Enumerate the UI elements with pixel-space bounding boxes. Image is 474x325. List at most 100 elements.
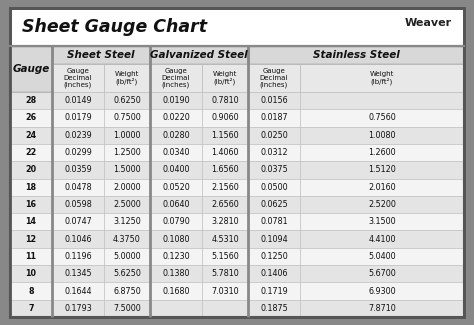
Text: 4.3750: 4.3750 [113,235,141,244]
Text: 11: 11 [26,252,36,261]
Text: 0.0340: 0.0340 [162,148,190,157]
FancyBboxPatch shape [104,282,150,300]
FancyBboxPatch shape [248,230,300,248]
FancyBboxPatch shape [300,230,464,248]
Text: 0.0520: 0.0520 [162,183,190,192]
FancyBboxPatch shape [10,196,52,213]
Text: 5.0000: 5.0000 [113,252,141,261]
FancyBboxPatch shape [300,92,464,109]
Text: 3.1500: 3.1500 [368,217,396,226]
FancyBboxPatch shape [300,64,464,92]
FancyBboxPatch shape [104,213,150,230]
Text: 0.0375: 0.0375 [260,165,288,175]
FancyBboxPatch shape [104,230,150,248]
Text: 12: 12 [26,235,36,244]
FancyBboxPatch shape [10,265,52,282]
Text: 0.0747: 0.0747 [64,217,92,226]
Text: 0.0187: 0.0187 [260,113,288,123]
FancyBboxPatch shape [52,248,104,265]
FancyBboxPatch shape [202,248,248,265]
Text: 6.9300: 6.9300 [368,287,396,295]
FancyBboxPatch shape [10,230,52,248]
Text: 6.8750: 6.8750 [113,287,141,295]
Text: 0.9060: 0.9060 [211,113,239,123]
Text: 3.1250: 3.1250 [113,217,141,226]
Text: 20: 20 [26,165,36,175]
Text: 1.5000: 1.5000 [113,165,141,175]
Text: 0.1793: 0.1793 [64,304,92,313]
FancyBboxPatch shape [150,213,202,230]
FancyBboxPatch shape [52,109,104,127]
Text: 0.0790: 0.0790 [162,217,190,226]
FancyBboxPatch shape [300,178,464,196]
FancyBboxPatch shape [248,64,300,92]
Text: 0.1046: 0.1046 [64,235,92,244]
FancyBboxPatch shape [300,213,464,230]
Text: 2.6560: 2.6560 [211,200,239,209]
Text: 0.6250: 0.6250 [113,96,141,105]
Text: 0.0250: 0.0250 [260,131,288,140]
FancyBboxPatch shape [10,300,52,317]
FancyBboxPatch shape [104,248,150,265]
FancyBboxPatch shape [248,300,300,317]
Text: 8: 8 [28,287,34,295]
FancyBboxPatch shape [104,92,150,109]
Text: 0.1680: 0.1680 [162,287,190,295]
FancyBboxPatch shape [52,213,104,230]
Text: 0.0156: 0.0156 [260,96,288,105]
FancyBboxPatch shape [104,161,150,178]
FancyBboxPatch shape [150,178,202,196]
Text: 0.1094: 0.1094 [260,235,288,244]
FancyBboxPatch shape [202,178,248,196]
FancyBboxPatch shape [248,161,300,178]
FancyBboxPatch shape [104,178,150,196]
FancyBboxPatch shape [10,248,52,265]
Text: 7.8710: 7.8710 [368,304,396,313]
FancyBboxPatch shape [248,213,300,230]
Text: 2.5200: 2.5200 [368,200,396,209]
Text: 5.1560: 5.1560 [211,252,239,261]
Text: 0.1380: 0.1380 [162,269,190,278]
FancyBboxPatch shape [10,109,52,127]
Text: Gauge
Decimal
(inches): Gauge Decimal (inches) [64,68,92,88]
FancyBboxPatch shape [248,248,300,265]
FancyBboxPatch shape [202,230,248,248]
Text: 0.0280: 0.0280 [162,131,190,140]
Text: 2.0160: 2.0160 [368,183,396,192]
FancyBboxPatch shape [150,300,202,317]
FancyBboxPatch shape [202,300,248,317]
Text: 1.1560: 1.1560 [211,131,239,140]
Text: 0.1719: 0.1719 [260,287,288,295]
FancyBboxPatch shape [52,46,150,64]
Text: 16: 16 [26,200,36,209]
FancyBboxPatch shape [10,282,52,300]
FancyBboxPatch shape [202,144,248,161]
FancyBboxPatch shape [150,196,202,213]
FancyBboxPatch shape [150,282,202,300]
FancyBboxPatch shape [300,127,464,144]
FancyBboxPatch shape [202,196,248,213]
FancyBboxPatch shape [300,161,464,178]
Text: 5.0400: 5.0400 [368,252,396,261]
FancyBboxPatch shape [300,282,464,300]
FancyBboxPatch shape [202,127,248,144]
FancyBboxPatch shape [10,144,52,161]
Text: 5.6700: 5.6700 [368,269,396,278]
FancyBboxPatch shape [248,196,300,213]
Text: 18: 18 [26,183,36,192]
Text: 0.7560: 0.7560 [368,113,396,123]
FancyBboxPatch shape [104,144,150,161]
FancyBboxPatch shape [202,64,248,92]
FancyBboxPatch shape [52,282,104,300]
Text: 3.2810: 3.2810 [211,217,239,226]
Text: 0.0598: 0.0598 [64,200,92,209]
FancyBboxPatch shape [52,127,104,144]
FancyBboxPatch shape [104,109,150,127]
FancyBboxPatch shape [52,144,104,161]
FancyBboxPatch shape [52,196,104,213]
Text: 4.4100: 4.4100 [368,235,396,244]
Text: Gauge
Decimal
(inches): Gauge Decimal (inches) [162,68,190,88]
FancyBboxPatch shape [104,196,150,213]
Text: 0.0299: 0.0299 [64,148,92,157]
FancyBboxPatch shape [150,144,202,161]
